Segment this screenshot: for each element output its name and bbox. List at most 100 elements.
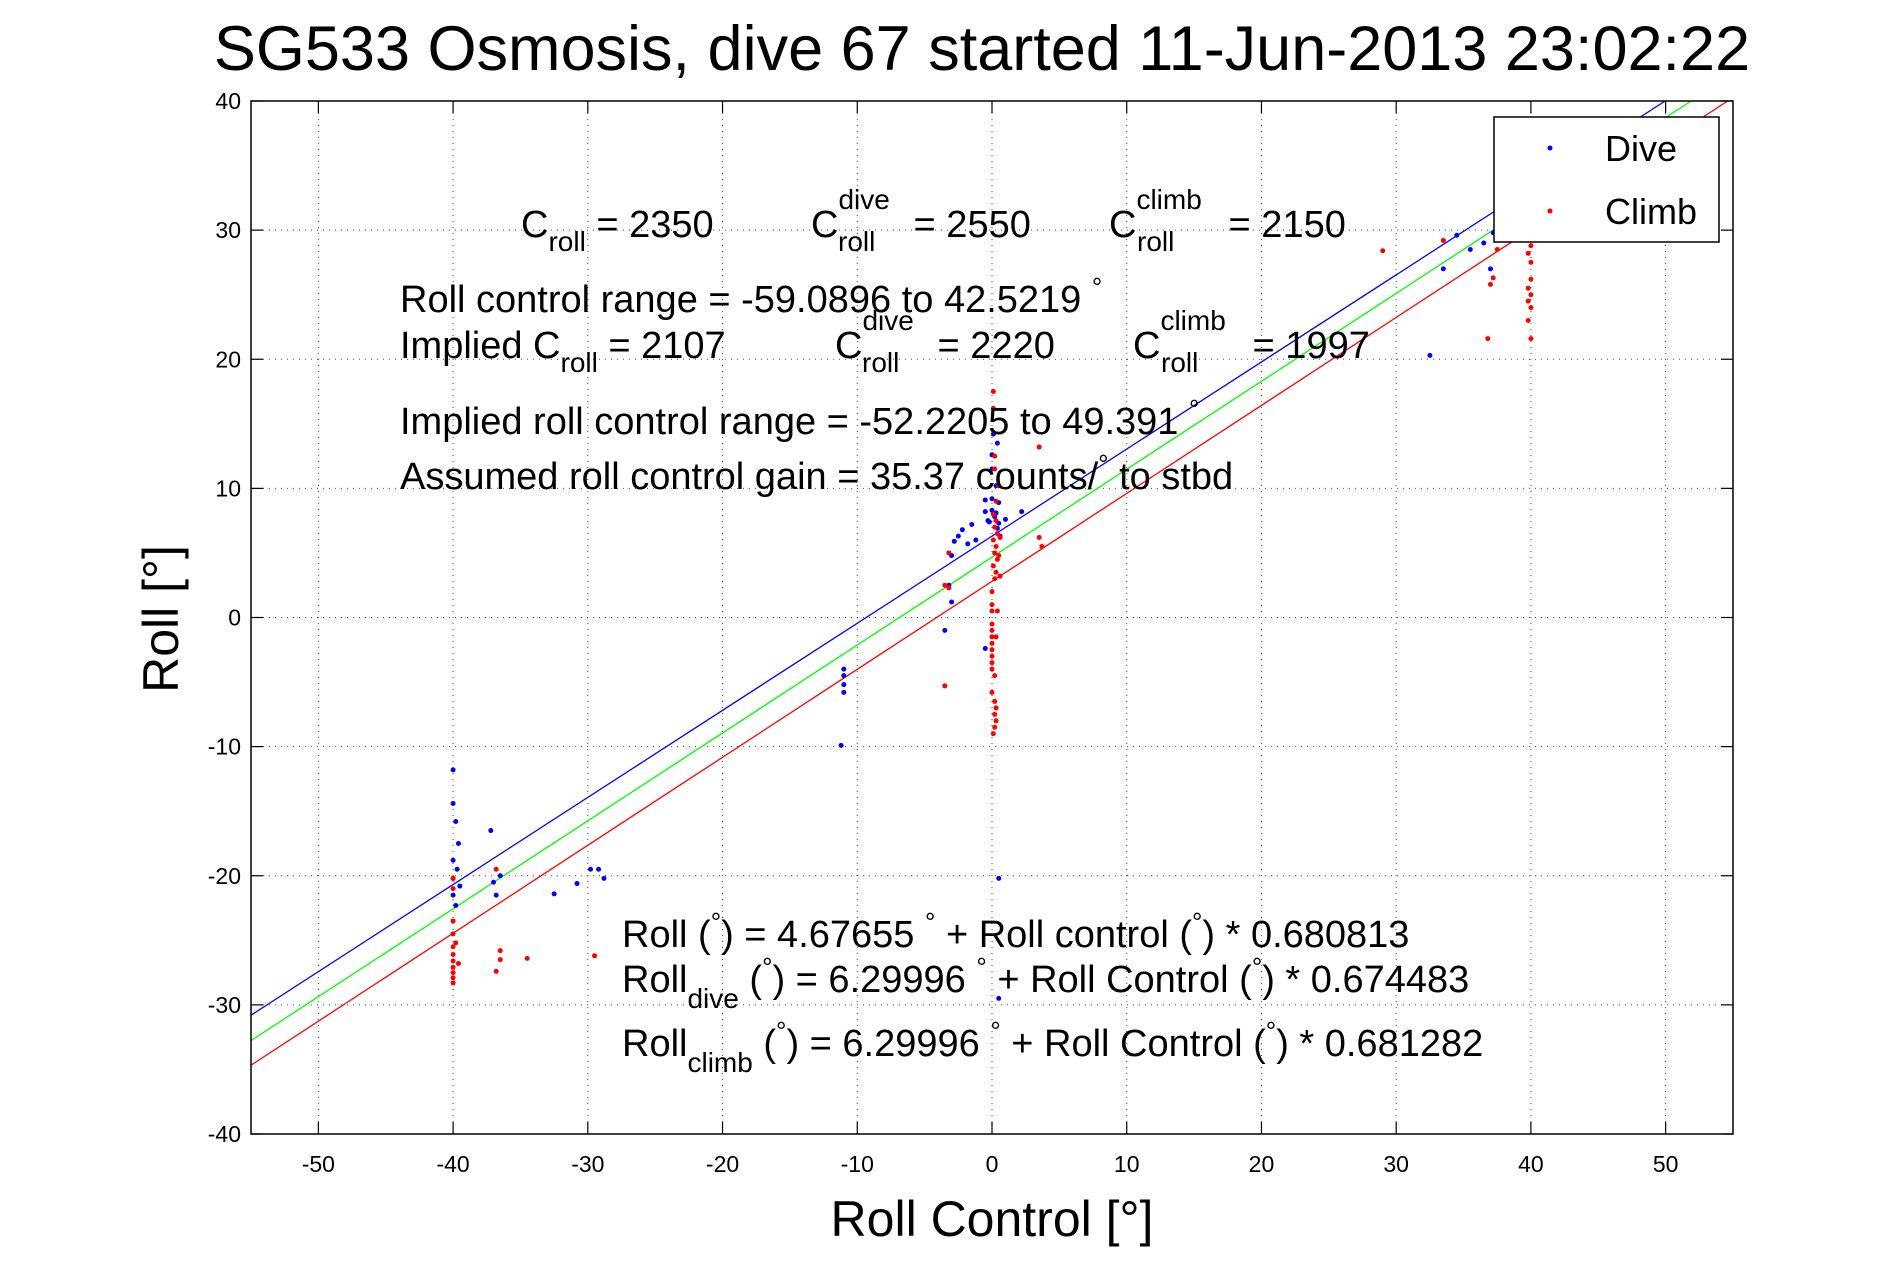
dive-point [454,866,460,872]
c-roll-climb-text: Cclimb roll = 2150 [1109,184,1346,257]
climb-point [1528,336,1534,342]
climb-point [990,731,996,737]
dive-point [841,666,847,672]
climb-point [993,569,999,575]
climb-point [450,970,456,976]
dive-point [959,527,965,533]
climb-point [450,975,456,981]
dive-point [450,857,456,863]
climb-point [1039,543,1045,549]
fit-line-climb [250,100,1729,1066]
dive-point [1019,509,1025,515]
climb-point [1440,237,1446,243]
climb-point [989,608,995,614]
dive-point [994,440,1000,446]
climb-point [992,711,998,717]
dive-point [1002,516,1008,522]
climb-point [1036,444,1042,450]
climb-point [455,961,461,967]
climb-point [1528,243,1534,249]
dive-point [453,902,459,908]
climb-point [450,980,456,986]
climb-point [942,582,948,588]
legend-box [1493,116,1720,243]
climb-point [1036,534,1042,540]
climb-point [990,511,996,517]
climb-point [450,958,456,964]
climb-point [992,453,998,459]
climb-point [450,944,456,950]
x-tick-label: -40 [436,1151,469,1177]
axis-ticks: -50 -40 -30 -20 -10 0 10 20 30 40 50 -40 -30 -20 -10 0 1… [208,88,1733,1177]
y-tick-label: 30 [215,217,241,243]
climb-point [994,556,1000,562]
climb-point [497,948,503,954]
dive-point [838,742,844,748]
climb-point [992,466,998,472]
x-axis-label: Roll Control [°] [831,1191,1154,1247]
climb-point [1525,318,1531,324]
y-tick-label: -40 [208,1121,241,1147]
x-tick-label: 30 [1383,1151,1409,1177]
climb-point [989,627,995,633]
y-tick-label: 10 [215,475,241,501]
calibration-annotation: Croll = 2350 Cdive roll = 2550 Cclimb roll… [400,184,1370,498]
climb-point [989,621,995,627]
y-tick-label: -20 [208,863,241,889]
climb-point [993,518,999,524]
climb-point [992,524,998,530]
x-tick-label: -30 [571,1151,604,1177]
climb-point [989,640,995,646]
dive-point [450,767,456,773]
climb-point [993,498,999,504]
y-axis-label: Roll [°] [133,545,189,693]
climb-point [592,953,598,959]
fit-equation-dive: Rolldive (°) = 6.29996 ° + Roll Control … [622,952,1469,1014]
dive-point [1487,266,1493,272]
c-roll-dive-text: Cdive roll = 2550 [811,184,1031,257]
c-roll-text: Croll = 2350 [521,204,714,257]
grid [251,100,1733,1135]
roll-control-range-text: Roll control range = -59.0896 to 42.5219… [400,272,1102,321]
dive-point [973,537,979,543]
dive-point [1454,232,1460,238]
climb-point [450,886,456,892]
climb-point [993,543,999,549]
climb-point [989,647,995,653]
dive-point [455,840,461,846]
dive-point [996,995,1002,1001]
climb-point [1528,292,1534,298]
implied-c-roll-dive-text: Cdive roll = 2220 [835,305,1055,378]
climb-point [996,553,1002,559]
climb-point [1487,281,1493,287]
dive-point [457,883,463,889]
dive-point [942,627,948,633]
climb-point [992,673,998,679]
fit-line-all [250,100,1692,1042]
dive-point [996,875,1002,881]
dive-point [491,879,497,885]
legend-climb-marker [1547,208,1553,214]
y-tick-label: -10 [208,734,241,760]
climb-point [989,666,995,672]
dive-point [949,599,955,605]
climb-point [994,608,1000,614]
dive-point [841,673,847,679]
climb-point [450,875,456,881]
y-tick-label: 0 [228,605,241,631]
dive-point [841,682,847,688]
dive-point [453,819,459,825]
dive-point [1427,352,1433,358]
implied-roll-range-text: Implied roll control range = -52.2205 to… [400,394,1199,443]
climb-point [946,550,952,556]
dive-point [493,892,499,898]
climb-point [989,589,995,595]
climb-point [493,866,499,872]
climb-point [1528,259,1534,265]
climb-point [997,573,1003,579]
roll-control-gain-text: Assumed roll control gain = 35.37 counts… [400,449,1233,498]
x-tick-label: 0 [986,1151,999,1177]
dive-point [990,431,996,437]
dive-point [989,507,995,513]
